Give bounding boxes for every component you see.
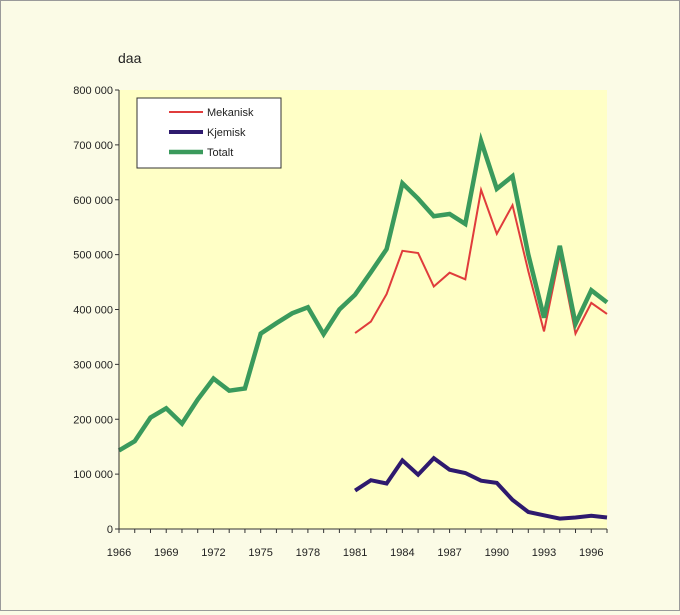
x-tick-label: 1978 — [296, 547, 320, 559]
x-tick-label: 1987 — [437, 547, 461, 559]
y-tick-label: 0 — [107, 524, 113, 536]
y-tick-label: 600 000 — [73, 195, 113, 207]
y-tick-label: 100 000 — [73, 469, 113, 481]
y-tick-label: 800 000 — [73, 85, 113, 97]
y-tick-label: 300 000 — [73, 359, 113, 371]
y-tick-label: 400 000 — [73, 305, 113, 317]
y-tick-label: 200 000 — [73, 414, 113, 426]
x-tick-label: 1990 — [485, 547, 509, 559]
x-tick-label: 1969 — [154, 547, 178, 559]
y-tick-label: 500 000 — [73, 250, 113, 262]
unit-label: daa — [118, 50, 142, 66]
x-tick-label: 1975 — [248, 547, 272, 559]
legend: Mekanisk Kjemisk Totalt — [137, 98, 281, 168]
legend-label-mekanisk: Mekanisk — [207, 107, 254, 119]
x-tick-label: 1972 — [201, 547, 225, 559]
x-tick-label: 1984 — [390, 547, 414, 559]
x-tick-label: 1981 — [343, 547, 367, 559]
x-tick-label: 1996 — [579, 547, 603, 559]
legend-label-totalt: Totalt — [207, 147, 233, 159]
x-tick-label: 1966 — [107, 547, 131, 559]
x-tick-label: 1993 — [532, 547, 556, 559]
y-tick-label: 700 000 — [73, 140, 113, 152]
legend-label-kjemisk: Kjemisk — [207, 127, 246, 139]
